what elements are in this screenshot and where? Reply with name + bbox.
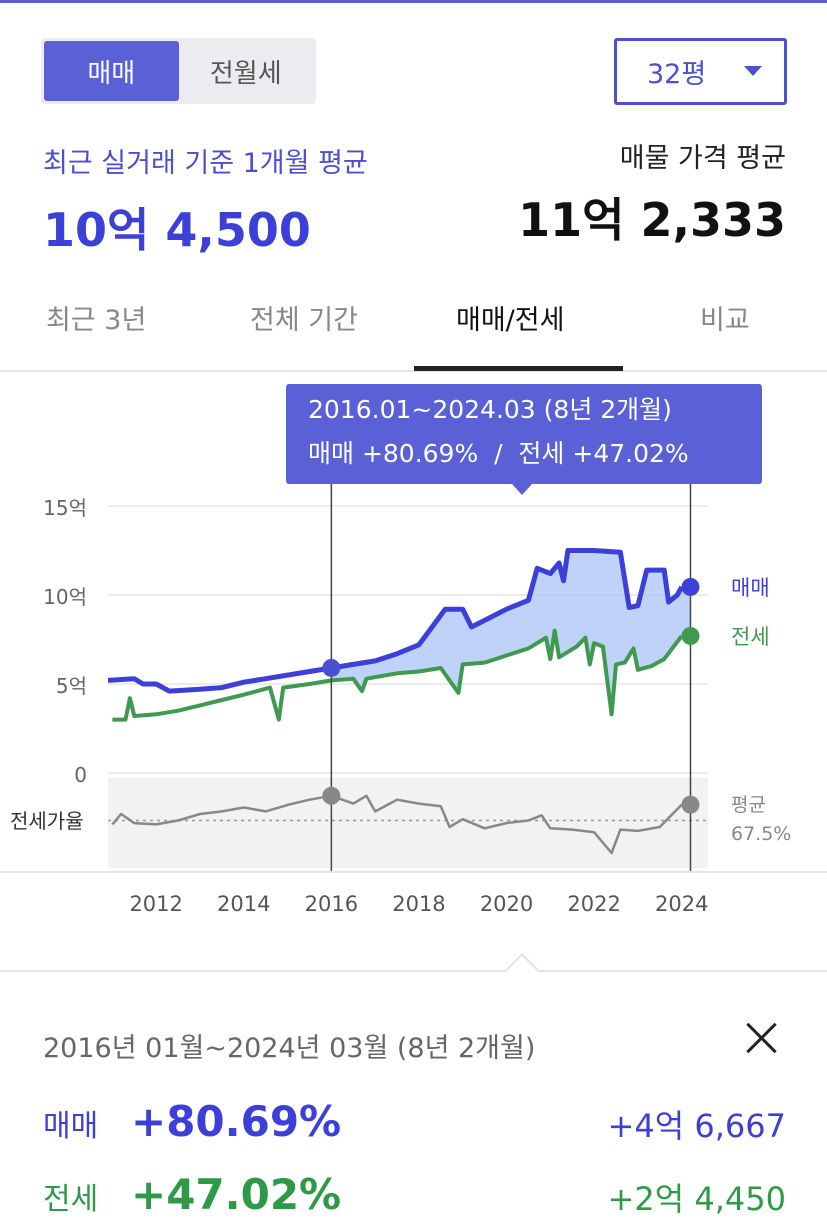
ratio-average-value: 67.5% <box>731 823 791 845</box>
size-select[interactable]: 32평 <box>614 38 787 105</box>
rent-toggle-button[interactable]: 전월세 <box>209 58 282 89</box>
recent-average-price: 10억 4,500 <box>43 203 311 257</box>
detail-jeonse-amount: +2억 4,450 <box>607 1180 786 1218</box>
period-tabs: 최근 3년 전체 기간 매매/전세 비교 <box>0 280 827 372</box>
x-tick-label: 2022 <box>567 892 620 916</box>
tooltip-range-text: 2016.01~2024.03 (8년 2개월) <box>308 395 672 424</box>
tab-sale-jeonse[interactable]: 매매/전세 <box>456 305 565 336</box>
x-tick-label: 2016 <box>305 892 358 916</box>
tooltip-summary-text: 매매 +80.69% / 전세 +47.02% <box>308 439 689 468</box>
x-tick-label: 2012 <box>129 892 182 916</box>
listing-average-label: 매물 가격 평균 <box>619 143 786 174</box>
detail-period: 2016년 01월~2024년 03월 (8년 2개월) <box>43 1033 536 1064</box>
tab-recent-3y[interactable]: 최근 3년 <box>46 305 147 336</box>
x-tick-label: 2014 <box>217 892 270 916</box>
ratio-end-marker <box>681 795 700 814</box>
detail-sale-label: 매매 <box>43 1109 99 1144</box>
ratio-panel-background <box>108 778 708 868</box>
chevron-down-icon <box>744 66 762 76</box>
close-icon[interactable] <box>742 1018 782 1058</box>
x-tick-label: 2024 <box>655 892 708 916</box>
ratio-series-label: 전세가율 <box>10 809 84 833</box>
detail-sale-amount: +4억 6,667 <box>607 1107 786 1145</box>
x-tick-label: 2020 <box>480 892 533 916</box>
jeonse-end-marker <box>681 626 700 645</box>
size-select-value: 32평 <box>647 59 707 90</box>
detail-jeonse-pct: +47.02% <box>131 1170 342 1219</box>
active-tab-indicator <box>414 366 623 371</box>
jeonse-series-label: 전세 <box>731 625 770 649</box>
detail-sale-pct: +80.69% <box>131 1097 342 1146</box>
sale-start-marker <box>322 658 341 677</box>
top-accent-line <box>0 0 827 3</box>
y-tick-label: 5억 <box>56 674 87 698</box>
jeonse-series-line <box>112 628 684 722</box>
deal-type-toggle: 매매 전월세 <box>41 38 316 104</box>
sale-series-label: 매매 <box>731 576 770 600</box>
tab-compare[interactable]: 비교 <box>700 305 750 336</box>
sale-series-line <box>107 548 684 694</box>
y-tick-label: 10억 <box>43 585 87 609</box>
ratio-average-label: 평균 <box>731 794 766 816</box>
y-tick-label: 0 <box>74 763 87 787</box>
detail-separator <box>0 970 827 972</box>
listing-average-price: 11억 2,333 <box>518 193 786 247</box>
detail-jeonse-label: 전세 <box>43 1182 99 1217</box>
y-tick-label: 15억 <box>43 496 87 520</box>
tab-all-period[interactable]: 전체 기간 <box>250 305 358 336</box>
x-tick-label: 2018 <box>392 892 445 916</box>
ratio-start-marker <box>322 786 341 805</box>
sale-end-marker <box>681 577 700 596</box>
sale-toggle-button[interactable]: 매매 <box>44 41 179 101</box>
range-tooltip: 2016.01~2024.03 (8년 2개월) 매매 +80.69% / 전세… <box>286 384 762 495</box>
ratio-series-line <box>111 794 683 855</box>
sale-jeonse-gap-area <box>331 550 691 715</box>
recent-average-label: 최근 실거래 기준 1개월 평균 <box>43 148 368 179</box>
